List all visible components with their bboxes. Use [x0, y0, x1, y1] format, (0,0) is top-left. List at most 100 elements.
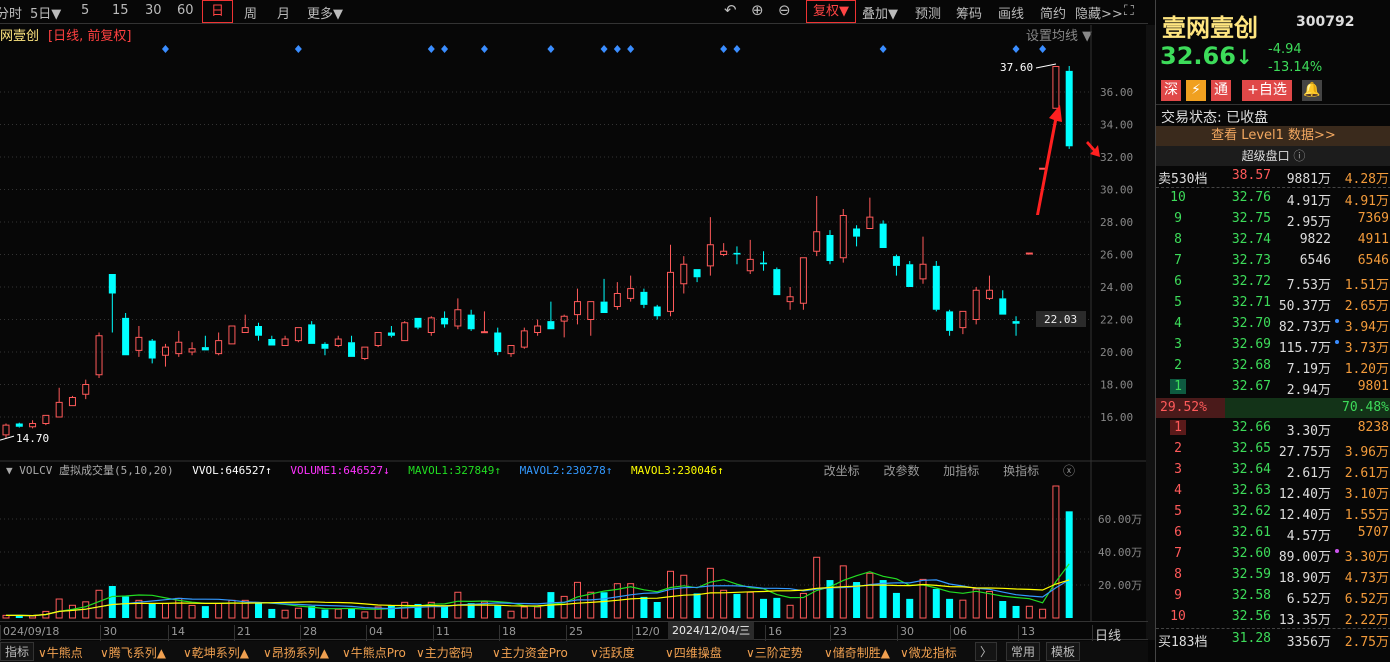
orderbook-row[interactable]: 4 32.70 82.73万 3.94万 [1156, 314, 1390, 335]
tab-5day[interactable]: 5日▼ [30, 7, 62, 22]
connect-badge[interactable]: 通 [1211, 80, 1231, 101]
kline-chart[interactable]: 36.00 34.00 32.00 30.00 28.00 26.00 24.00 22.00… [0, 25, 1148, 621]
orderbook-row[interactable]: 7 32.73 6546 6546 [1156, 251, 1390, 272]
candle-up [42, 414, 50, 424]
orderbook-row[interactable]: 5 32.62 12.40万 1.55万 [1156, 502, 1390, 523]
indicator-tab[interactable]: 〉 [975, 642, 998, 661]
period-label[interactable]: 日线 [1092, 625, 1121, 644]
change-params-button[interactable]: 改参数 [883, 464, 920, 478]
candle-up [1025, 252, 1033, 255]
volume-bar-down [321, 609, 329, 618]
indicator-tab[interactable]: ∨昂扬系列▲ [263, 646, 330, 660]
indicator-tab[interactable]: ∨微龙指标 [900, 646, 957, 660]
tab-daily[interactable]: 日 [202, 0, 234, 23]
volume-bar-up [55, 598, 63, 619]
indicator-tab[interactable]: ∨四维操盘 [665, 646, 722, 660]
indicator-name[interactable]: ▼ VOLCV 虚拟成交量(5,10,20) [6, 464, 174, 477]
candle-down [693, 269, 701, 278]
chips-button[interactable]: 筹码 [956, 7, 983, 22]
orderbook-row[interactable]: 8 32.74 9822 4911 [1156, 230, 1390, 251]
orderbook-row[interactable]: 1 32.67 2.94万 9801 [1156, 377, 1390, 398]
candle-down [387, 332, 395, 336]
orderbook-row[interactable]: 10 32.56 13.35万 2.22万 [1156, 607, 1390, 628]
orderbook-row[interactable]: 2 32.65 27.75万 3.96万 [1156, 439, 1390, 460]
tab-30min[interactable]: 30 [145, 3, 162, 18]
orderbook-row[interactable]: 8 32.59 18.90万 4.73万 [1156, 565, 1390, 586]
orderbook-row[interactable]: 2 32.68 7.19万 1.20万 [1156, 356, 1390, 377]
indicator-tab[interactable]: ∨主力资金Pro [492, 646, 568, 660]
candle-up [29, 423, 37, 428]
zoom-out-icon[interactable]: ⊖ [778, 1, 791, 19]
indicator-tab[interactable]: ∨牛熊点 [38, 646, 83, 660]
tab-60min[interactable]: 60 [177, 3, 194, 18]
info-icon[interactable]: ⓘ [1293, 149, 1306, 163]
add-watchlist-button[interactable]: +自选 [1242, 80, 1292, 101]
indicator-tab[interactable]: ∨乾坤系列▲ [183, 646, 250, 660]
chart-scrollbar[interactable] [1146, 25, 1155, 640]
level2-badge[interactable]: ⚡ [1186, 80, 1206, 101]
indicator-tab[interactable]: ∨三阶定势 [746, 646, 803, 660]
indicator-tab[interactable]: 指标 [0, 642, 35, 661]
orderbook-row[interactable]: 1 32.66 3.30万 8238 [1156, 418, 1390, 439]
orderbook-row[interactable]: 3 32.69 115.7万 3.73万 [1156, 335, 1390, 356]
volume-bar-up [29, 615, 37, 619]
indicator-tab[interactable]: ∨腾飞系列▲ [100, 646, 167, 660]
volume-bar-down [773, 597, 781, 618]
orderbook-row[interactable]: 9 32.58 6.52万 6.52万 [1156, 586, 1390, 607]
candle-down [321, 343, 329, 349]
stock-name-label: 网壹创 [0, 29, 40, 44]
add-indicator-button[interactable]: 加指标 [943, 464, 980, 478]
simple-button[interactable]: 简约 [1040, 7, 1067, 22]
volume-bar-up [241, 599, 249, 619]
tab-weekly[interactable]: 周 [244, 7, 258, 22]
bell-icon[interactable]: 🔔 [1302, 80, 1322, 101]
candle-up [454, 309, 462, 327]
level1-link[interactable]: 查看 Level1 数据>> [1156, 126, 1390, 146]
indicator-tab[interactable]: 模板 [1046, 642, 1081, 661]
level-volume: 9881万 [1286, 172, 1331, 187]
indicator-tab[interactable]: ∨牛熊点Pro [342, 646, 406, 660]
more-dropdown[interactable]: 更多▼ [307, 7, 343, 22]
level-right-value: 6546 [1357, 253, 1389, 268]
shenzhen-badge[interactable]: 深 [1161, 80, 1181, 101]
candle-up [55, 401, 63, 418]
change-axis-button[interactable]: 改坐标 [823, 464, 860, 478]
tab-5min[interactable]: 5 [81, 3, 90, 18]
volume-bar-up [839, 565, 847, 619]
orderbook-row[interactable]: 10 32.76 4.91万 4.91万 [1156, 188, 1390, 209]
orderbook-row[interactable]: 4 32.63 12.40万 3.10万 [1156, 481, 1390, 502]
set-ma-button[interactable]: 设置均线 ▼ [1026, 29, 1093, 44]
candle-down [348, 342, 356, 357]
overlay-dropdown[interactable]: 叠加▼ [862, 7, 898, 22]
candle-up [746, 258, 754, 272]
orderbook-row[interactable]: 9 32.75 2.95万 7369 [1156, 209, 1390, 230]
volume-bar-down [906, 598, 914, 618]
orderbook-total-row[interactable]: 买183档 31.28 3356万 2.75万 [1156, 629, 1390, 650]
level-volume: 50.37万 [1278, 299, 1331, 314]
orderbook-row[interactable]: 7 32.60 89.00万 3.30万 [1156, 544, 1390, 565]
fq-dropdown[interactable]: 复权▼ [806, 0, 856, 23]
orderbook-row[interactable]: 6 32.61 4.57万 5707 [1156, 523, 1390, 544]
volume-tick-label: 60.00万 [1098, 513, 1142, 526]
indicator-tab[interactable]: ∨储奇制胜▲ [824, 646, 891, 660]
hide-button[interactable]: 隐藏>> [1075, 7, 1123, 22]
orderbook-total-row[interactable]: 卖530档 38.57 9881万 4.28万 [1156, 166, 1390, 187]
undo-icon[interactable]: ↶ [724, 1, 737, 19]
indicator-tab[interactable]: ∨活跃度 [590, 646, 635, 660]
close-circle-icon[interactable]: ⓧ [1062, 464, 1075, 478]
orderbook-row[interactable]: 6 32.72 7.53万 1.51万 [1156, 272, 1390, 293]
draw-button[interactable]: 画线 [998, 7, 1025, 22]
level-label: 5 [1174, 504, 1182, 519]
indicator-tab[interactable]: ∨主力密码 [416, 646, 473, 660]
switch-indicator-button[interactable]: 换指标 [1003, 464, 1040, 478]
tab-monthly[interactable]: 月 [277, 7, 291, 22]
indicator-tab[interactable]: 常用 [1006, 642, 1041, 661]
signal-marker-icon [1012, 45, 1020, 53]
tab-15min[interactable]: 15 [112, 3, 129, 18]
zoom-in-icon[interactable]: ⊕ [751, 1, 764, 19]
predict-button[interactable]: 预测 [915, 7, 942, 22]
fullscreen-icon[interactable]: ⛶ [1124, 3, 1134, 19]
tab-intraday[interactable]: 分时 [0, 7, 23, 22]
orderbook-row[interactable]: 5 32.71 50.37万 2.65万 [1156, 293, 1390, 314]
orderbook-row[interactable]: 3 32.64 2.61万 2.61万 [1156, 460, 1390, 481]
